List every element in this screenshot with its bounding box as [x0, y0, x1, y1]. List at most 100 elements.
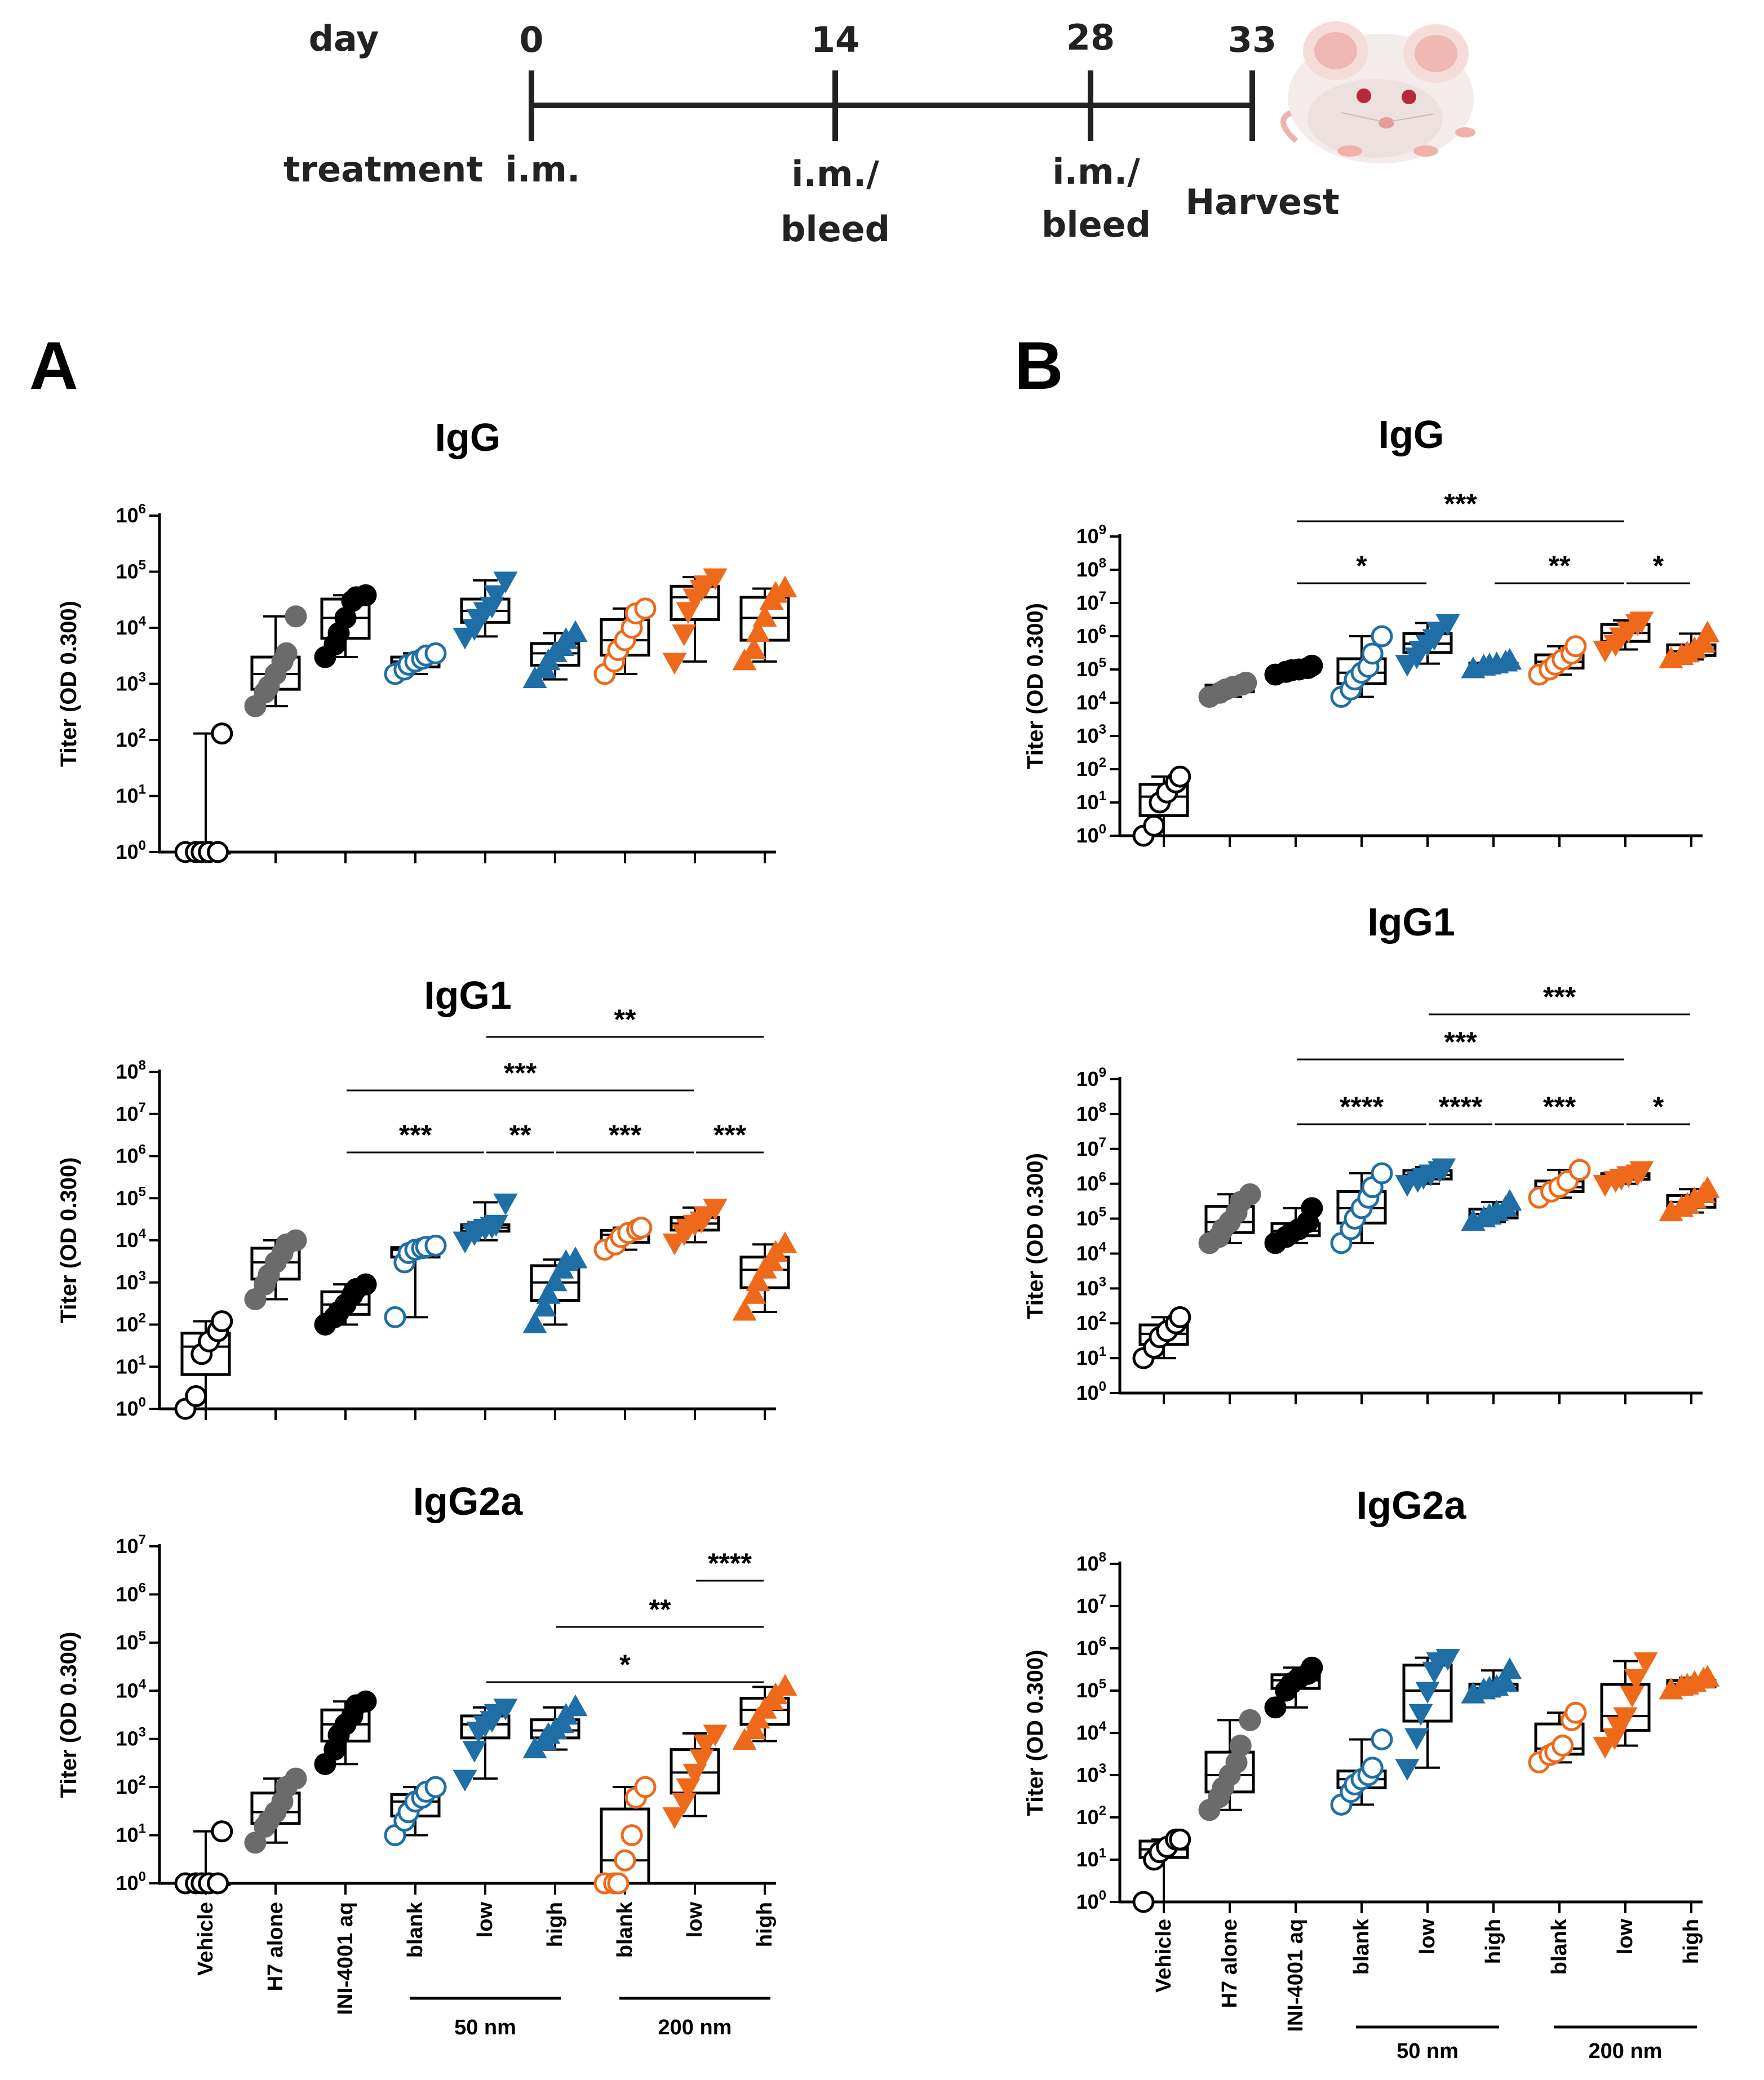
box-1: [1198, 1709, 1261, 1821]
box-6: [593, 1776, 657, 1895]
chart-title: IgG1: [1367, 900, 1455, 944]
data-point-2-6: [354, 1273, 377, 1296]
box-8: [1659, 1176, 1720, 1222]
y-tick-label: 107: [116, 1532, 146, 1558]
data-point-1-6: [1239, 1183, 1261, 1205]
data-point-8-6: [773, 575, 797, 597]
data-point-6-6: [634, 597, 657, 620]
data-point-8-2: [746, 1269, 770, 1292]
data-point-8-2: [746, 620, 770, 642]
y-tick-label: 106: [1076, 1170, 1106, 1195]
timeline-day-label: day: [309, 18, 379, 59]
box-3: [384, 1234, 447, 1328]
data-point-5-5: [1497, 1657, 1522, 1679]
y-tick-label: 104: [1076, 689, 1107, 714]
data-point-7-5: [1629, 611, 1654, 633]
y-tick-label: 107: [1076, 1592, 1106, 1617]
data-point-8-0: [732, 1728, 757, 1750]
y-tick-label: 104: [116, 1677, 147, 1702]
chart-title: IgG: [1379, 413, 1444, 456]
box-6: [1528, 1701, 1587, 1773]
chart-a-igg: IgG Titer (OD 0.300) 100 101 102 103 104 105 106: [56, 415, 797, 863]
y-tick-label: 104: [116, 1226, 147, 1252]
panel-letter-a: A: [29, 328, 78, 403]
x-category-label: low: [1614, 1919, 1637, 1955]
box-6: [1528, 1159, 1591, 1209]
significance-label: ***: [399, 1119, 432, 1151]
box-1: [1198, 1183, 1261, 1254]
data-point-4-5: [1431, 1158, 1456, 1181]
data-point-7-6: [1633, 1652, 1658, 1674]
timeline-day-0: 0: [519, 19, 543, 60]
y-tick-label: 106: [1076, 622, 1106, 647]
box-2: [314, 584, 377, 668]
box-0: [1132, 765, 1191, 847]
x-category-label: H7 alone: [264, 1902, 287, 1991]
significance-label: ****: [1340, 1091, 1384, 1123]
chart-b-igg1: IgG1 Titer (OD 0.300) 100 101 102 103 104 105 10…: [1023, 900, 1720, 1404]
significance-label: ***: [1444, 488, 1477, 520]
box-8: [732, 575, 797, 671]
data-point-4-0: [1395, 1759, 1420, 1781]
data-point-4-1: [462, 1741, 487, 1763]
x-category-label: high: [753, 1902, 777, 1947]
y-tick-label: 105: [1076, 655, 1106, 681]
significance-label: **: [649, 1594, 671, 1625]
x-category-label: INI-4001 aq: [334, 1902, 357, 2015]
significance-label: *: [1653, 1091, 1664, 1123]
y-tick-label: 102: [116, 726, 146, 751]
timeline-treatment-33: Harvest: [1185, 181, 1339, 223]
y-tick-label: 104: [116, 614, 147, 639]
box-5: [1461, 647, 1522, 678]
data-point-4-6: [493, 1698, 518, 1720]
data-point-7-3: [1613, 1707, 1638, 1729]
data-point-4-5: [484, 1214, 508, 1237]
y-tick-label: 102: [1076, 1309, 1106, 1334]
y-tick-label: 101: [1076, 1344, 1106, 1369]
box-2: [1264, 654, 1323, 686]
y-tick-label: 101: [116, 782, 146, 808]
data-point-0-5: [1169, 1828, 1191, 1851]
data-point-5-6: [563, 1247, 588, 1269]
significance-label: **: [1549, 550, 1571, 582]
data-point-3-6: [1371, 625, 1393, 647]
data-point-4-6: [493, 571, 518, 593]
data-point-2-6: [354, 1690, 377, 1713]
y-tick-label: 109: [1076, 522, 1106, 548]
data-point-8-0: [732, 1298, 757, 1321]
data-point-0-0: [1132, 1891, 1155, 1913]
data-point-3-6: [1371, 1728, 1393, 1751]
y-tick-label: 100: [1076, 822, 1106, 847]
box-8: [1659, 1665, 1720, 1700]
x-category-label: low: [1416, 1919, 1439, 1955]
data-point-0-4: [207, 841, 229, 863]
y-tick-label: 101: [116, 1821, 146, 1847]
data-point-6-2: [607, 1872, 630, 1895]
data-point-0-1: [1143, 814, 1165, 837]
y-tick-label: 101: [1076, 1846, 1106, 1871]
y-tick-label: 100: [1076, 1379, 1106, 1404]
data-point-8-5: [1695, 1665, 1720, 1687]
y-tick-label: 108: [1076, 1100, 1106, 1125]
timeline-day-33: 33: [1228, 19, 1277, 60]
group-label: 200 nm: [1589, 2039, 1663, 2063]
data-point-7-6: [703, 1724, 728, 1747]
significance-label: ***: [1543, 1091, 1576, 1123]
y-tick-label: 100: [116, 1395, 146, 1420]
group-label: 50 nm: [1397, 2039, 1459, 2063]
data-point-7-5: [693, 1735, 718, 1757]
data-point-6-3: [1552, 1735, 1574, 1757]
data-point-8-6: [773, 1674, 797, 1696]
box-3: [384, 642, 447, 685]
y-tick-label: 100: [116, 1869, 146, 1895]
box-1: [244, 1767, 307, 1854]
box-7: [662, 1724, 728, 1829]
data-point-4-1: [1404, 1728, 1429, 1750]
data-point-5-0: [522, 1311, 547, 1333]
data-point-4-2: [1408, 1704, 1433, 1726]
data-point-3-6: [1371, 1162, 1393, 1185]
box-1: [244, 1229, 307, 1310]
y-tick-label: 100: [116, 838, 146, 863]
box-8: [1659, 620, 1720, 668]
y-tick-label: 101: [1076, 788, 1106, 814]
